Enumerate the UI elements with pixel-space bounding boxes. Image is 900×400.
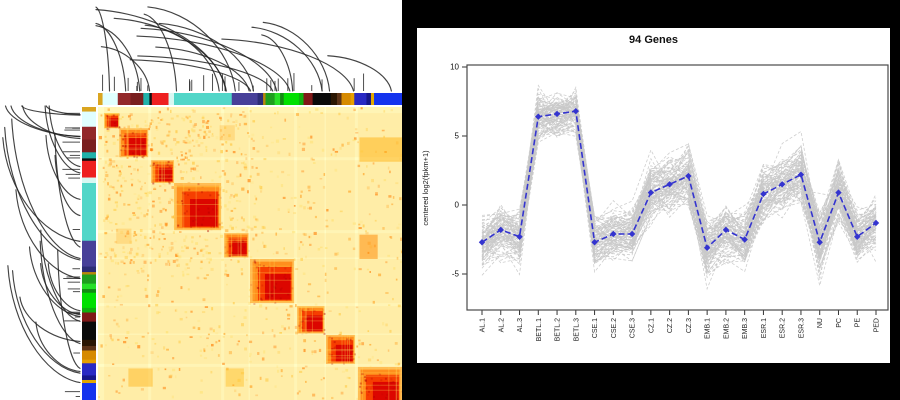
svg-text:EMB.1: EMB.1	[705, 318, 712, 339]
svg-text:5: 5	[455, 132, 460, 141]
svg-text:PC: PC	[836, 318, 843, 328]
svg-text:BETL.2: BETL.2	[555, 318, 562, 341]
heatmap-panel	[0, 0, 402, 400]
svg-text:ESR.1: ESR.1	[761, 318, 768, 338]
svg-text:CZ.1: CZ.1	[648, 318, 655, 333]
expression-profile-plot: 10 5 0 -5 AL.1 AL.2 AL.3 BETL.1 BETL.2 BETL.3 CSE.…	[450, 63, 889, 341]
svg-text:CSE.1: CSE.1	[592, 318, 599, 338]
svg-text:ESR.3: ESR.3	[798, 318, 805, 338]
svg-text:-5: -5	[452, 270, 460, 279]
svg-text:EMB.2: EMB.2	[723, 318, 730, 339]
svg-text:0: 0	[455, 201, 460, 210]
svg-text:AL.1: AL.1	[480, 318, 487, 333]
svg-text:EMB.3: EMB.3	[742, 318, 749, 339]
svg-text:ESR.2: ESR.2	[780, 318, 787, 338]
plot-title: 94 Genes	[629, 34, 678, 46]
svg-text:CSE.2: CSE.2	[611, 318, 618, 338]
y-axis-label: centered log2(fpkm+1)	[421, 150, 430, 226]
svg-text:AL.2: AL.2	[498, 318, 505, 333]
svg-text:10: 10	[450, 63, 459, 72]
svg-text:BETL.3: BETL.3	[573, 318, 580, 341]
profile-plot-panel: 94 Genes centered log2(fpkm+1) 10 5 0 -5 AL.…	[417, 28, 890, 363]
svg-text:NU: NU	[817, 318, 824, 328]
svg-text:CZ.2: CZ.2	[667, 318, 674, 333]
svg-text:CSE.3: CSE.3	[630, 318, 637, 338]
svg-text:PE: PE	[855, 318, 862, 328]
clustered-heatmap	[2, 6, 402, 400]
svg-text:AL.3: AL.3	[517, 318, 524, 333]
svg-text:BETL.1: BETL.1	[536, 318, 543, 341]
svg-text:PED: PED	[874, 318, 881, 332]
svg-text:CZ.3: CZ.3	[686, 318, 693, 333]
